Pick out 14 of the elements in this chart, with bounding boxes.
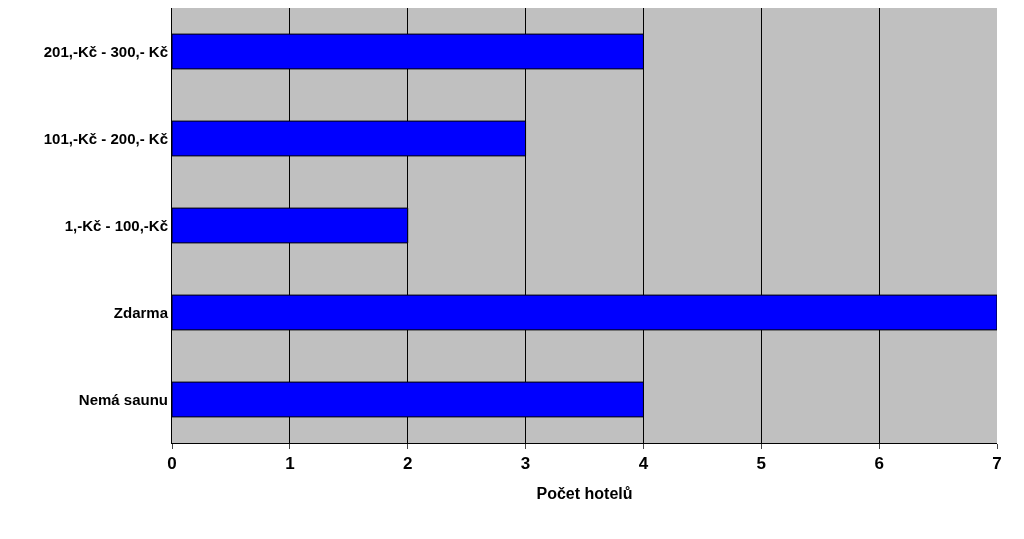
y-tick-label: 101,-Kč - 200,- Kč bbox=[43, 129, 168, 147]
x-tick-label: 6 bbox=[874, 454, 884, 474]
x-tick-label: 2 bbox=[402, 454, 413, 474]
y-tick-label: 1,-Kč - 100,-Kč bbox=[64, 216, 168, 234]
x-tick-label: 4 bbox=[638, 454, 649, 474]
x-tick-label: 1 bbox=[285, 454, 295, 474]
x-tick-label: 0 bbox=[167, 454, 177, 474]
y-tick-label: Zdarma bbox=[113, 303, 169, 321]
x-tick-label: 7 bbox=[992, 454, 1002, 474]
x-axis-title: Počet hotelů bbox=[536, 485, 633, 503]
y-tick-label: Nemá saunu bbox=[78, 390, 168, 408]
y-tick-label: 201,-Kč - 300,- Kč bbox=[43, 42, 168, 60]
x-tick-label: 5 bbox=[756, 454, 767, 474]
x-tick-label: 3 bbox=[520, 454, 531, 474]
